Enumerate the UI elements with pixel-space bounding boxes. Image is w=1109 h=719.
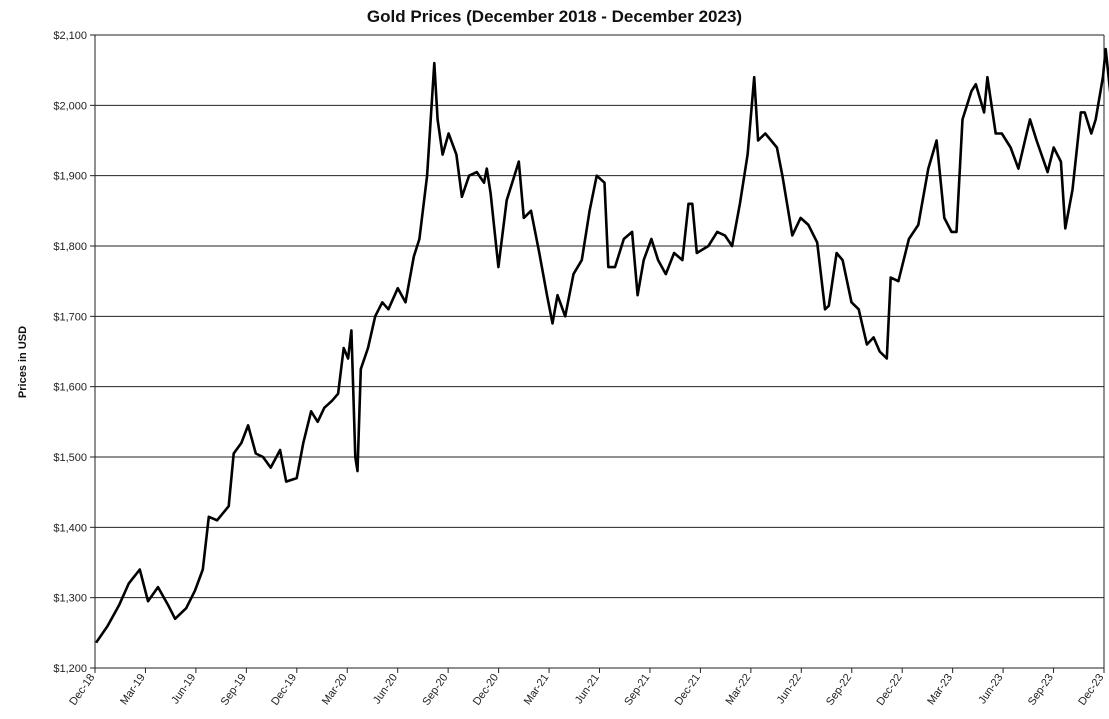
y-tick-label: $1,600 xyxy=(53,382,87,394)
x-tick-label: Mar-23 xyxy=(925,672,955,707)
x-tick-label: Jun-22 xyxy=(775,672,804,706)
x-tick-label: Dec-19 xyxy=(269,672,299,708)
x-tick-label: Jun-23 xyxy=(976,672,1005,706)
x-tick-label: Mar-20 xyxy=(320,672,350,707)
x-tick-label: Sep-21 xyxy=(622,672,652,708)
x-tick-label: Mar-19 xyxy=(118,672,148,707)
axis-layer: $1,200 $1,300 $1,400 $1,500 $1,600 $1,700 $1,8… xyxy=(53,30,1106,708)
y-tick-label: $1,800 xyxy=(53,241,87,253)
y-tick-label: $1,700 xyxy=(53,311,87,323)
y-tick-label: $1,900 xyxy=(53,171,87,183)
x-tick-label: Sep-20 xyxy=(420,672,450,708)
x-tick-label: Mar-21 xyxy=(522,672,552,707)
y-tick-label: $2,100 xyxy=(53,30,87,42)
y-tick-label: $1,500 xyxy=(53,452,87,464)
x-tick-label: Sep-19 xyxy=(219,672,249,708)
x-tick-label: Dec-22 xyxy=(874,672,904,708)
chart-title: Gold Prices (December 2018 - December 20… xyxy=(366,7,743,26)
gold-price-line xyxy=(95,47,1109,644)
y-tick-label: $1,400 xyxy=(53,522,87,534)
x-tick-label: Dec-20 xyxy=(471,672,501,708)
x-tick-label: Jun-19 xyxy=(169,672,198,706)
y-tick-label: $1,200 xyxy=(53,663,87,675)
line-layer xyxy=(95,47,1109,644)
y-tick-label: $2,000 xyxy=(53,100,87,112)
y-tick-label: $1,300 xyxy=(53,593,87,605)
x-tick-label: Sep-22 xyxy=(824,672,854,708)
x-tick-label: Jun-21 xyxy=(573,672,602,706)
x-tick-label: Dec-18 xyxy=(67,672,97,708)
x-tick-label: Jun-20 xyxy=(371,672,400,706)
grid-layer xyxy=(95,34,1104,669)
x-tick-label: Mar-22 xyxy=(723,672,753,707)
x-tick-label: Sep-23 xyxy=(1026,672,1056,708)
x-tick-label: Dec-21 xyxy=(673,672,703,708)
x-tick-label: Dec-23 xyxy=(1076,672,1106,708)
